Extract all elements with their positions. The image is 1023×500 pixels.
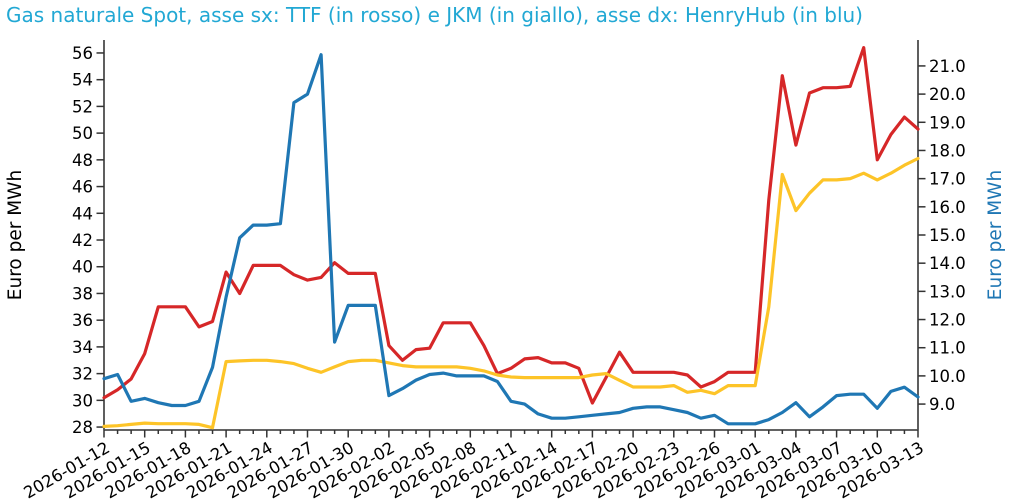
chart-title: Gas naturale Spot, asse sx: TTF (in ross… xyxy=(6,3,863,27)
right-y-tick-label: 18.0 xyxy=(929,141,966,160)
left-axis-title: Euro per MWh xyxy=(5,170,26,300)
left-y-tick-label: 34 xyxy=(72,338,93,357)
right-y-tick-label: 10.0 xyxy=(929,367,966,386)
left-y-tick-label: 28 xyxy=(72,418,93,437)
left-y-tick-label: 50 xyxy=(72,124,93,143)
left-y-tick-label: 46 xyxy=(72,178,93,197)
right-y-tick-label: 20.0 xyxy=(929,85,966,104)
right-y-tick-label: 15.0 xyxy=(929,226,966,245)
left-y-tick-label: 48 xyxy=(72,151,93,170)
series-TTF-line xyxy=(102,45,920,405)
left-y-tick-label: 56 xyxy=(72,44,93,63)
left-y-tick-label: 54 xyxy=(72,71,93,90)
right-y-tick-label: 19.0 xyxy=(929,113,966,132)
right-axis-title: Euro per MWh xyxy=(985,170,1006,300)
left-y-tick-label: 40 xyxy=(72,258,93,277)
right-y-tick-label: 16.0 xyxy=(929,198,966,217)
left-y-tick-label: 32 xyxy=(72,365,93,384)
right-y-tick-label: 21.0 xyxy=(929,57,966,76)
series-JKM-line xyxy=(102,156,920,430)
right-y-tick-label: 9.0 xyxy=(929,395,955,414)
left-y-tick-label: 42 xyxy=(72,231,93,250)
series-HenryHub-line xyxy=(102,53,920,426)
left-y-tick-label: 44 xyxy=(72,204,93,223)
left-y-tick-label: 52 xyxy=(72,97,93,116)
right-y-tick-label: 14.0 xyxy=(929,254,966,273)
right-y-tick-label: 13.0 xyxy=(929,282,966,301)
right-y-tick-label: 11.0 xyxy=(929,339,966,358)
left-y-tick-label: 38 xyxy=(72,284,93,303)
right-y-tick-label: 17.0 xyxy=(929,170,966,189)
right-y-tick-label: 12.0 xyxy=(929,311,966,330)
left-y-tick-label: 30 xyxy=(72,391,93,410)
left-y-tick-label: 36 xyxy=(72,311,93,330)
